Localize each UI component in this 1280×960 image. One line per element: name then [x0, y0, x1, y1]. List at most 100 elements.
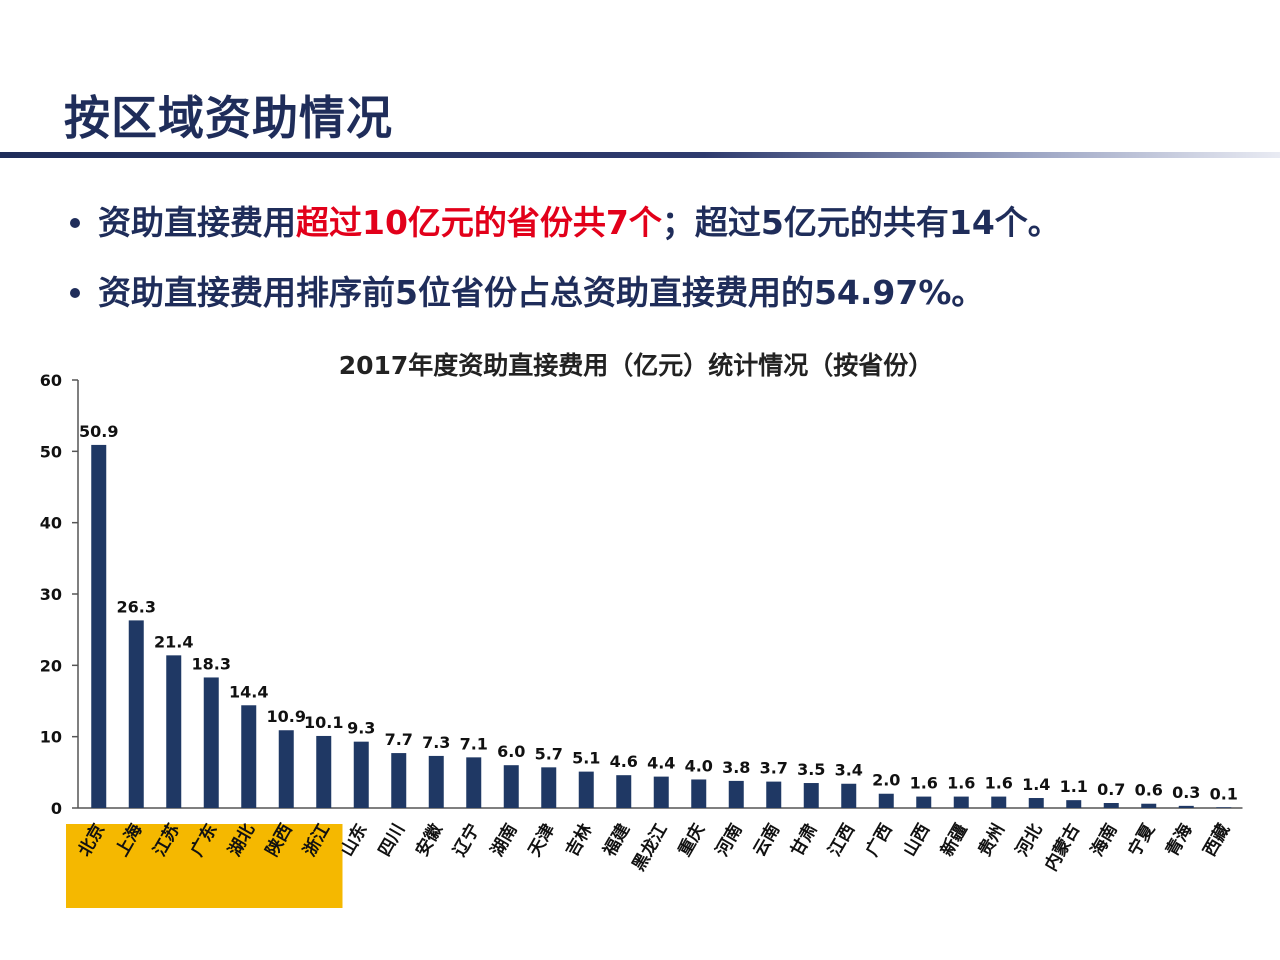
bullet-item: 资助直接费用排序前5位省份占总资助直接费用的54.97%。	[70, 258, 1061, 328]
category-label: 广西	[861, 820, 896, 860]
bar	[203, 677, 219, 808]
bar	[1178, 805, 1194, 808]
category-label: 青海	[1161, 820, 1196, 860]
category-label: 吉林	[561, 820, 596, 860]
bar-value-label: 1.6	[910, 774, 938, 793]
bar-value-label: 1.1	[1060, 777, 1088, 796]
category-label: 西藏	[1200, 821, 1234, 860]
bar	[728, 780, 744, 808]
bar-value-label: 10.9	[267, 707, 306, 726]
bar-value-label: 4.6	[610, 752, 638, 771]
bar-value-label: 3.4	[835, 761, 863, 780]
category-label: 江西	[825, 821, 859, 860]
bar-value-label: 1.6	[947, 774, 975, 793]
title-rule	[0, 152, 1280, 158]
bar-value-label: 7.3	[422, 733, 450, 752]
bar-value-label: 0.1	[1210, 784, 1238, 803]
bar-value-label: 1.4	[1022, 775, 1050, 794]
y-tick-label: 30	[40, 585, 62, 604]
category-label: 山西	[900, 821, 934, 860]
y-tick-label: 40	[40, 514, 62, 533]
highlight-band-group	[66, 824, 343, 908]
category-label: 甘肃	[786, 820, 821, 860]
bullet-list: 资助直接费用 超过10亿元的省份共7个 ；超过5亿元的共有14个。 资助直接费用排序…	[70, 188, 1061, 328]
bar	[166, 655, 182, 808]
category-label: 新疆	[936, 820, 971, 860]
bar	[241, 705, 257, 808]
bar	[278, 730, 294, 808]
bullet-dot-icon	[70, 218, 80, 228]
bullet-segment: 资助直接费用排序前5位省份占总资助直接费用的54.97%。	[98, 273, 985, 312]
bar-value-label: 10.1	[304, 713, 343, 732]
bar	[916, 796, 932, 808]
bar	[1066, 800, 1082, 808]
bar-value-label: 4.0	[685, 756, 713, 775]
bar	[1028, 798, 1044, 808]
y-tick-label: 0	[51, 799, 62, 818]
bullet-segment: ；超过5亿元的共有14个。	[661, 203, 1061, 242]
bar	[1103, 803, 1119, 808]
bar-value-label: 0.7	[1097, 780, 1125, 799]
y-tick-label: 20	[40, 656, 62, 675]
bar	[803, 783, 819, 808]
bar-value-label: 21.4	[154, 632, 193, 651]
bar-chart: 2017年度资助直接费用（亿元）统计情况（按省份） 0102030405060 …	[40, 351, 1243, 908]
chart-title: 2017年度资助直接费用（亿元）统计情况（按省份）	[339, 351, 934, 380]
bar-value-label: 2.0	[872, 771, 900, 790]
bar	[466, 757, 482, 808]
category-label: 四川	[375, 821, 409, 860]
bar-value-label: 14.4	[229, 682, 268, 701]
bar-value-label: 50.9	[79, 422, 118, 441]
category-label: 湖南	[486, 820, 521, 860]
highlight-band	[66, 824, 343, 908]
bar	[653, 776, 669, 808]
bar	[1216, 807, 1232, 808]
bar	[541, 767, 557, 808]
bar	[91, 444, 107, 808]
bar-value-label: 5.1	[572, 749, 600, 768]
category-label: 天津	[524, 820, 559, 860]
bar	[841, 783, 857, 808]
bar	[766, 781, 782, 808]
bar	[691, 779, 707, 808]
bar-value-label: 3.8	[722, 758, 750, 777]
bar	[428, 755, 444, 808]
bullet-item: 资助直接费用 超过10亿元的省份共7个 ；超过5亿元的共有14个。	[70, 188, 1061, 258]
bullet-segment: 资助直接费用	[98, 203, 296, 242]
category-label: 宁夏	[1124, 819, 1160, 860]
bar-value-label: 3.7	[760, 759, 788, 778]
y-tick-label: 10	[40, 728, 62, 747]
bar	[128, 620, 144, 808]
bars-group	[91, 444, 1232, 808]
bar-value-label: 9.3	[347, 719, 375, 738]
bar-value-label: 7.7	[385, 730, 413, 749]
category-label: 河南	[711, 820, 746, 860]
bar-value-label: 1.6	[985, 774, 1013, 793]
bar-value-label: 18.3	[192, 654, 231, 673]
y-tick-label: 50	[40, 442, 62, 461]
axis-group: 0 10 20 30 40 50 60	[40, 371, 1243, 818]
bar	[503, 765, 519, 808]
bar	[578, 771, 594, 808]
category-label: 贵州	[974, 820, 1009, 860]
category-label: 安徽	[411, 819, 447, 860]
bullet-highlight-segment: 超过10亿元的省份共7个	[296, 203, 662, 242]
category-label: 云南	[749, 820, 784, 860]
bar-value-label: 5.7	[535, 744, 563, 763]
bar	[391, 753, 407, 808]
slide-title: 按区域资助情况	[64, 91, 393, 145]
bar	[991, 796, 1007, 808]
bar	[316, 735, 332, 808]
category-label: 辽宁	[449, 820, 484, 860]
bar-value-label: 7.1	[460, 734, 488, 753]
bar-value-label: 3.5	[797, 760, 825, 779]
y-tick-label: 60	[40, 371, 62, 390]
bar	[1141, 803, 1157, 808]
bar-value-label: 0.3	[1172, 783, 1200, 802]
bar	[616, 775, 632, 808]
category-label: 内蒙古	[1040, 820, 1084, 875]
bar	[878, 793, 894, 808]
bar-value-label: 26.3	[117, 597, 156, 616]
category-label: 重庆	[674, 820, 709, 860]
bar	[953, 796, 969, 808]
